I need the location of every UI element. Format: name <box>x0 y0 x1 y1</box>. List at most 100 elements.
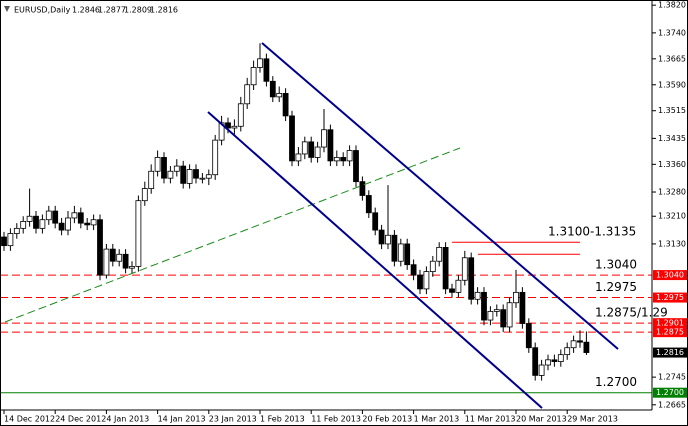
candle-body <box>263 58 270 82</box>
candle-body <box>116 253 123 262</box>
candle-body <box>276 93 283 98</box>
candle-body <box>327 129 334 162</box>
candle-body <box>225 122 231 129</box>
candle-body <box>404 243 411 266</box>
candle-body <box>199 177 206 180</box>
level-price-box <box>653 387 687 398</box>
level-price-box <box>653 292 687 303</box>
header-close: 1.2816 <box>150 6 178 15</box>
x-tick-label: 11 Feb 2013 <box>311 415 361 424</box>
candle-body <box>77 212 84 224</box>
y-tick-label: 1.3435 <box>658 134 686 143</box>
level-annotation: 1.3100-1.3135 <box>548 225 636 239</box>
candle-body <box>474 291 481 300</box>
level-price-label: 1.3040 <box>656 271 684 280</box>
candle-body <box>346 150 353 162</box>
candle-body <box>442 246 449 290</box>
candle-body <box>244 84 251 105</box>
symbol-icon <box>4 6 10 12</box>
candle-body <box>122 253 129 269</box>
candle-body <box>71 212 78 219</box>
candle-body <box>33 215 39 229</box>
x-tick-label: 23 Jan 2013 <box>209 415 257 424</box>
level-price-label: 1.2975 <box>656 293 684 302</box>
candle-body <box>257 58 263 68</box>
level-annotation: 1.2975 <box>595 280 637 294</box>
y-tick-label: 1.3130 <box>658 239 686 248</box>
candle-body <box>282 93 289 117</box>
y-tick-label: 1.3590 <box>658 80 686 89</box>
candle-body <box>570 340 577 349</box>
candle-body <box>455 279 462 293</box>
candle-body <box>97 219 103 276</box>
candle-body <box>186 169 193 184</box>
candle-body <box>39 219 46 229</box>
y-tick-label: 1.3665 <box>658 54 686 63</box>
candle-body <box>493 309 500 312</box>
candle-body <box>353 150 359 183</box>
candle-body <box>532 347 539 376</box>
candle-body <box>461 257 468 281</box>
candle-body <box>340 157 347 162</box>
candle-body <box>429 260 436 273</box>
candle-body <box>487 310 494 321</box>
candle-body <box>519 291 526 324</box>
x-tick-label: 14 Dec 2012 <box>4 415 55 424</box>
current-price-label: 1.2816 <box>656 348 684 357</box>
candle-body <box>545 359 551 366</box>
candle-body <box>449 288 455 293</box>
candle-body <box>551 359 558 362</box>
plot-area <box>0 43 652 394</box>
candle-body <box>289 115 295 162</box>
x-tick-label: 1 Feb 2013 <box>260 415 305 424</box>
candle-body <box>436 246 443 262</box>
x-tick-label: 11 Mar 2013 <box>465 415 516 424</box>
candle-body <box>525 323 532 349</box>
candle-body <box>84 222 91 226</box>
candle-body <box>167 170 174 179</box>
y-tick-label: 1.3820 <box>658 1 686 10</box>
y-tick-label: 1.2745 <box>658 373 686 382</box>
current-price-box <box>653 347 687 358</box>
candle-body <box>564 347 571 356</box>
candle-body <box>212 139 219 176</box>
y-tick-label: 1.3740 <box>658 28 686 37</box>
y-tick-label: 1.3515 <box>658 106 686 115</box>
candle-body <box>372 212 379 231</box>
header-low: 1.2809 <box>124 6 152 15</box>
candle-body <box>154 157 161 172</box>
candle-body <box>109 248 116 262</box>
candle-body <box>583 341 590 353</box>
trend-line <box>4 147 461 323</box>
level-annotation: 1.2700 <box>595 375 637 389</box>
candle-body <box>7 233 14 247</box>
y-tick-label: 1.2665 <box>658 400 686 409</box>
candle-body <box>321 129 327 148</box>
candle-body <box>231 125 238 129</box>
candle-body <box>506 302 513 328</box>
candle-body <box>135 200 142 267</box>
candle-body <box>237 103 244 127</box>
candle-body <box>45 210 52 221</box>
header-open: 1.2846 <box>72 6 100 15</box>
x-tick-label: 29 Mar 2013 <box>567 415 618 424</box>
candle-body <box>295 153 302 162</box>
candle-body <box>20 221 27 229</box>
candle-body <box>423 271 430 290</box>
candle-body <box>359 181 366 196</box>
y-tick-label: 1.3280 <box>658 188 686 197</box>
candle-body <box>417 274 423 290</box>
candle-body <box>250 67 257 86</box>
candle-body <box>500 309 507 328</box>
candle-body <box>173 165 180 172</box>
x-tick-label: 1 Mar 2013 <box>414 415 460 424</box>
candle-body <box>205 174 212 179</box>
candle-body <box>1 236 7 247</box>
x-tick-label: 24 Dec 2012 <box>55 415 106 424</box>
candle-body <box>13 227 20 234</box>
x-tick-label: 4 Jan 2013 <box>106 415 149 424</box>
x-tick-label: 14 Jan 2013 <box>158 415 206 424</box>
level-annotation: 1.3040 <box>595 258 637 272</box>
